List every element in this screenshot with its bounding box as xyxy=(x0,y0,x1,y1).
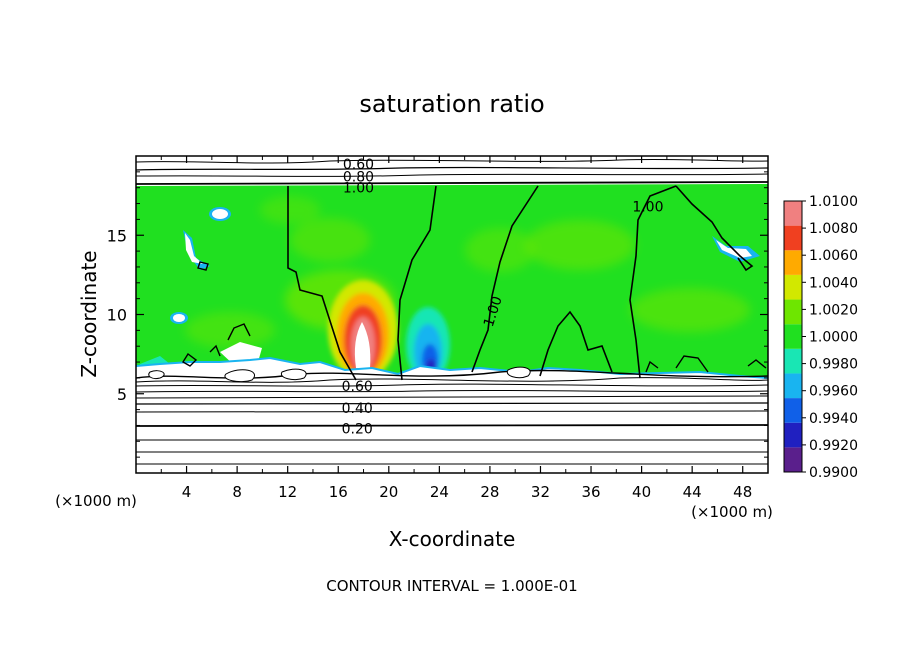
colorbar-label: 1.0060 xyxy=(809,248,858,264)
x-unit-right: (×1000 m) xyxy=(691,503,773,521)
x-tick-label: 44 xyxy=(683,483,702,501)
x-tick-label: 48 xyxy=(733,483,752,501)
contour-label: 1.00 xyxy=(632,200,663,216)
colorbar-swatch xyxy=(784,250,802,275)
colorbar-label: 0.9900 xyxy=(809,465,858,481)
x-tick-label: 28 xyxy=(480,483,499,501)
x-tick-label: 24 xyxy=(430,483,449,501)
colorbar-swatch xyxy=(784,373,802,399)
contour-label: 1.00 xyxy=(343,181,374,197)
colorbar-label: 1.0080 xyxy=(809,221,858,237)
y-tick-label: 10 xyxy=(107,306,127,325)
contour-label: 0.20 xyxy=(342,422,373,438)
x-tick-label: 12 xyxy=(278,483,297,501)
colorbar-swatch xyxy=(784,274,802,300)
contour-interval-note: CONTOUR INTERVAL = 1.000E-01 xyxy=(326,577,577,595)
contour-label: 0.60 xyxy=(342,379,373,395)
colorbar-label: 0.9940 xyxy=(809,411,858,427)
y-tick-label: 5 xyxy=(117,385,127,404)
colorbar-swatch xyxy=(784,225,802,251)
dry-pockets xyxy=(140,207,760,372)
colorbar-label: 0.9980 xyxy=(809,357,858,373)
x-tick-label: 4 xyxy=(182,483,192,501)
colorbar-swatch xyxy=(784,348,802,374)
x-axis-label: X-coordinate xyxy=(389,527,516,551)
colorbar-label: 1.0000 xyxy=(809,330,858,346)
colorbar-swatch xyxy=(784,447,802,472)
x-tick-label: 8 xyxy=(232,483,242,501)
colorbar: 0.9900 0.9920 0.9940 0.9960 0.9980 1.0000 1.00… xyxy=(783,194,858,481)
colorbar-label: 0.9920 xyxy=(809,438,858,454)
x-tick-label: 32 xyxy=(531,483,550,501)
colorbar-swatch xyxy=(784,299,802,325)
colorbar-label: 1.0020 xyxy=(809,302,858,318)
chart-title: saturation ratio xyxy=(359,90,544,118)
y-axis-label: Z-coordinate xyxy=(77,250,101,377)
colorbar-label: 1.0100 xyxy=(809,194,858,210)
updraft-max xyxy=(354,322,371,368)
x-tick-label: 16 xyxy=(329,483,348,501)
x-tick-label: 36 xyxy=(581,483,600,501)
colorbar-swatch xyxy=(784,422,802,448)
colorbar-swatch xyxy=(784,324,802,349)
y-tick-label: 15 xyxy=(107,226,127,245)
colorbar-label: 0.9960 xyxy=(809,384,858,400)
contour-label: 0.40 xyxy=(342,401,373,417)
colorbar-swatch xyxy=(784,398,802,423)
x-tick-label: 20 xyxy=(379,483,398,501)
contour-label: 0.60 xyxy=(343,157,374,173)
lower-white-blobs xyxy=(148,366,531,383)
plot-field xyxy=(136,156,768,473)
colorbar-swatch xyxy=(784,201,802,226)
colorbar-label: 1.0040 xyxy=(809,275,858,291)
x-unit-left: (×1000 m) xyxy=(55,492,137,510)
x-tick-label: 40 xyxy=(632,483,651,501)
contour-label: 0.80 xyxy=(343,170,374,186)
